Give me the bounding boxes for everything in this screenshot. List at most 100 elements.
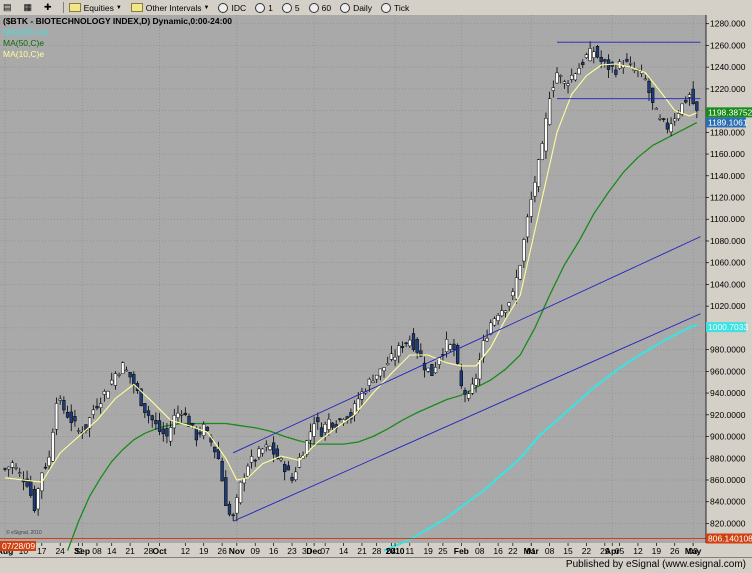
time-axis: Aug10172431Sep08142128Oct121926Nov091623…	[0, 543, 702, 556]
price-axis-area	[706, 15, 752, 557]
candle-body	[514, 277, 519, 300]
candle-body	[198, 431, 202, 435]
candle-body	[463, 390, 467, 395]
x-tick-label: 26	[217, 546, 227, 556]
print-button[interactable]: ▦	[21, 1, 39, 14]
candle-body	[455, 345, 460, 364]
x-tick-label: 12	[181, 546, 191, 556]
interval-daily-button[interactable]: Daily	[337, 1, 375, 14]
candle-body	[224, 477, 228, 507]
candle-body	[290, 476, 294, 481]
y-tick-label: 840.0000	[710, 497, 746, 507]
bottom-value-tag	[706, 533, 752, 544]
candle-body	[157, 420, 162, 432]
crosshair-button[interactable]: ✚	[41, 1, 58, 14]
x-tick-label: 08	[92, 546, 102, 556]
toolbar: ▤ ▦ ✚ Equities ▼ Other Intervals ▼ IDC 1 5…	[0, 0, 752, 16]
candle-body	[422, 362, 427, 371]
candle-body	[382, 367, 386, 372]
candle-body	[426, 367, 430, 372]
candle-body	[110, 379, 114, 385]
interval-60-button[interactable]: 60	[306, 1, 334, 14]
candle-body	[25, 478, 29, 487]
x-tick-label: 24	[55, 546, 65, 556]
candle-body	[658, 118, 662, 120]
crosshair-icon: ✚	[44, 2, 52, 12]
last-price-label: 1189.1061	[708, 117, 748, 127]
idc-label: IDC	[231, 2, 247, 13]
x-tick-label: 07	[320, 546, 330, 556]
candle-body	[238, 481, 243, 503]
folder-icon	[130, 3, 143, 12]
interval-tick-label: Tick	[393, 2, 410, 13]
candle-body	[430, 364, 434, 377]
x-month-label: Feb	[454, 546, 469, 556]
ma200-line	[383, 323, 698, 552]
candle-body	[411, 333, 416, 350]
candle-body	[518, 265, 522, 280]
candle-body	[51, 432, 55, 462]
toolbar-separator	[62, 2, 64, 13]
x-tick-label: 05	[615, 546, 625, 556]
candle-body	[584, 54, 589, 58]
candle-body	[628, 63, 633, 65]
candle-body	[397, 345, 401, 357]
x-tick-label: 01	[527, 546, 537, 556]
candle-body	[577, 68, 581, 75]
candle-body	[316, 417, 320, 423]
candle-body	[117, 374, 121, 376]
candle-body	[478, 359, 482, 380]
candle-body	[522, 239, 526, 262]
y-tick-label: 1080.000	[710, 236, 746, 246]
candle-body	[168, 427, 173, 442]
candle-body	[87, 417, 92, 429]
candle-body	[529, 199, 533, 217]
ma50-line-group	[66, 122, 698, 551]
candle-body	[555, 72, 559, 84]
x-tick-label: 26	[670, 546, 680, 556]
candle-body	[183, 412, 187, 415]
x-tick-label: 29	[600, 546, 610, 556]
y-tick-label: 1040.000	[710, 279, 746, 289]
candle-body	[404, 342, 408, 345]
equities-dropdown[interactable]: Equities ▼	[66, 1, 125, 14]
candle-body	[69, 411, 73, 423]
ma200-value-label: 1000.7033	[708, 322, 748, 332]
interval-icon	[255, 2, 266, 13]
candle-body	[32, 489, 37, 511]
candle-body	[500, 310, 504, 317]
candle-body	[179, 413, 184, 416]
price-chart[interactable]: 820.0000 840.0000 860.0000 880.0000 900.0000…	[0, 15, 752, 557]
candle-body	[54, 403, 59, 430]
candle-body	[676, 113, 681, 120]
x-month-label: 2010	[386, 546, 405, 556]
candle-body	[415, 339, 419, 353]
interval-1-button[interactable]: 1	[252, 1, 276, 14]
candle-body	[161, 428, 165, 435]
interval-5-label: 5	[294, 2, 300, 13]
y-tick-label: 980.0000	[710, 345, 746, 355]
candle-body	[375, 374, 379, 380]
y-tick-label: 1240.000	[710, 62, 746, 72]
x-tick-label: 23	[287, 546, 297, 556]
open-button[interactable]: ▤	[0, 1, 18, 14]
candle-body	[511, 291, 515, 297]
candle-body	[253, 459, 257, 462]
candle-body	[349, 412, 353, 420]
interval-icon	[281, 2, 292, 13]
candle-body	[695, 101, 699, 111]
x-tick-label: 16	[269, 546, 279, 556]
interval-5-button[interactable]: 5	[279, 1, 303, 14]
x-month-label: Nov	[229, 546, 245, 556]
y-tick-label: 1280.000	[710, 19, 746, 29]
candle-body	[323, 423, 327, 433]
candle-body	[121, 362, 125, 374]
ma50-value-label: 1198.38752	[708, 107, 752, 117]
candle-body	[235, 497, 239, 514]
interval-tick-button[interactable]: Tick	[378, 1, 412, 14]
candle-body	[305, 440, 309, 455]
other-intervals-dropdown[interactable]: Other Intervals ▼	[128, 1, 213, 14]
candle-body	[176, 412, 180, 418]
idc-button[interactable]: IDC	[215, 1, 249, 14]
legend-ma50: MA(50,C)e	[3, 38, 44, 48]
